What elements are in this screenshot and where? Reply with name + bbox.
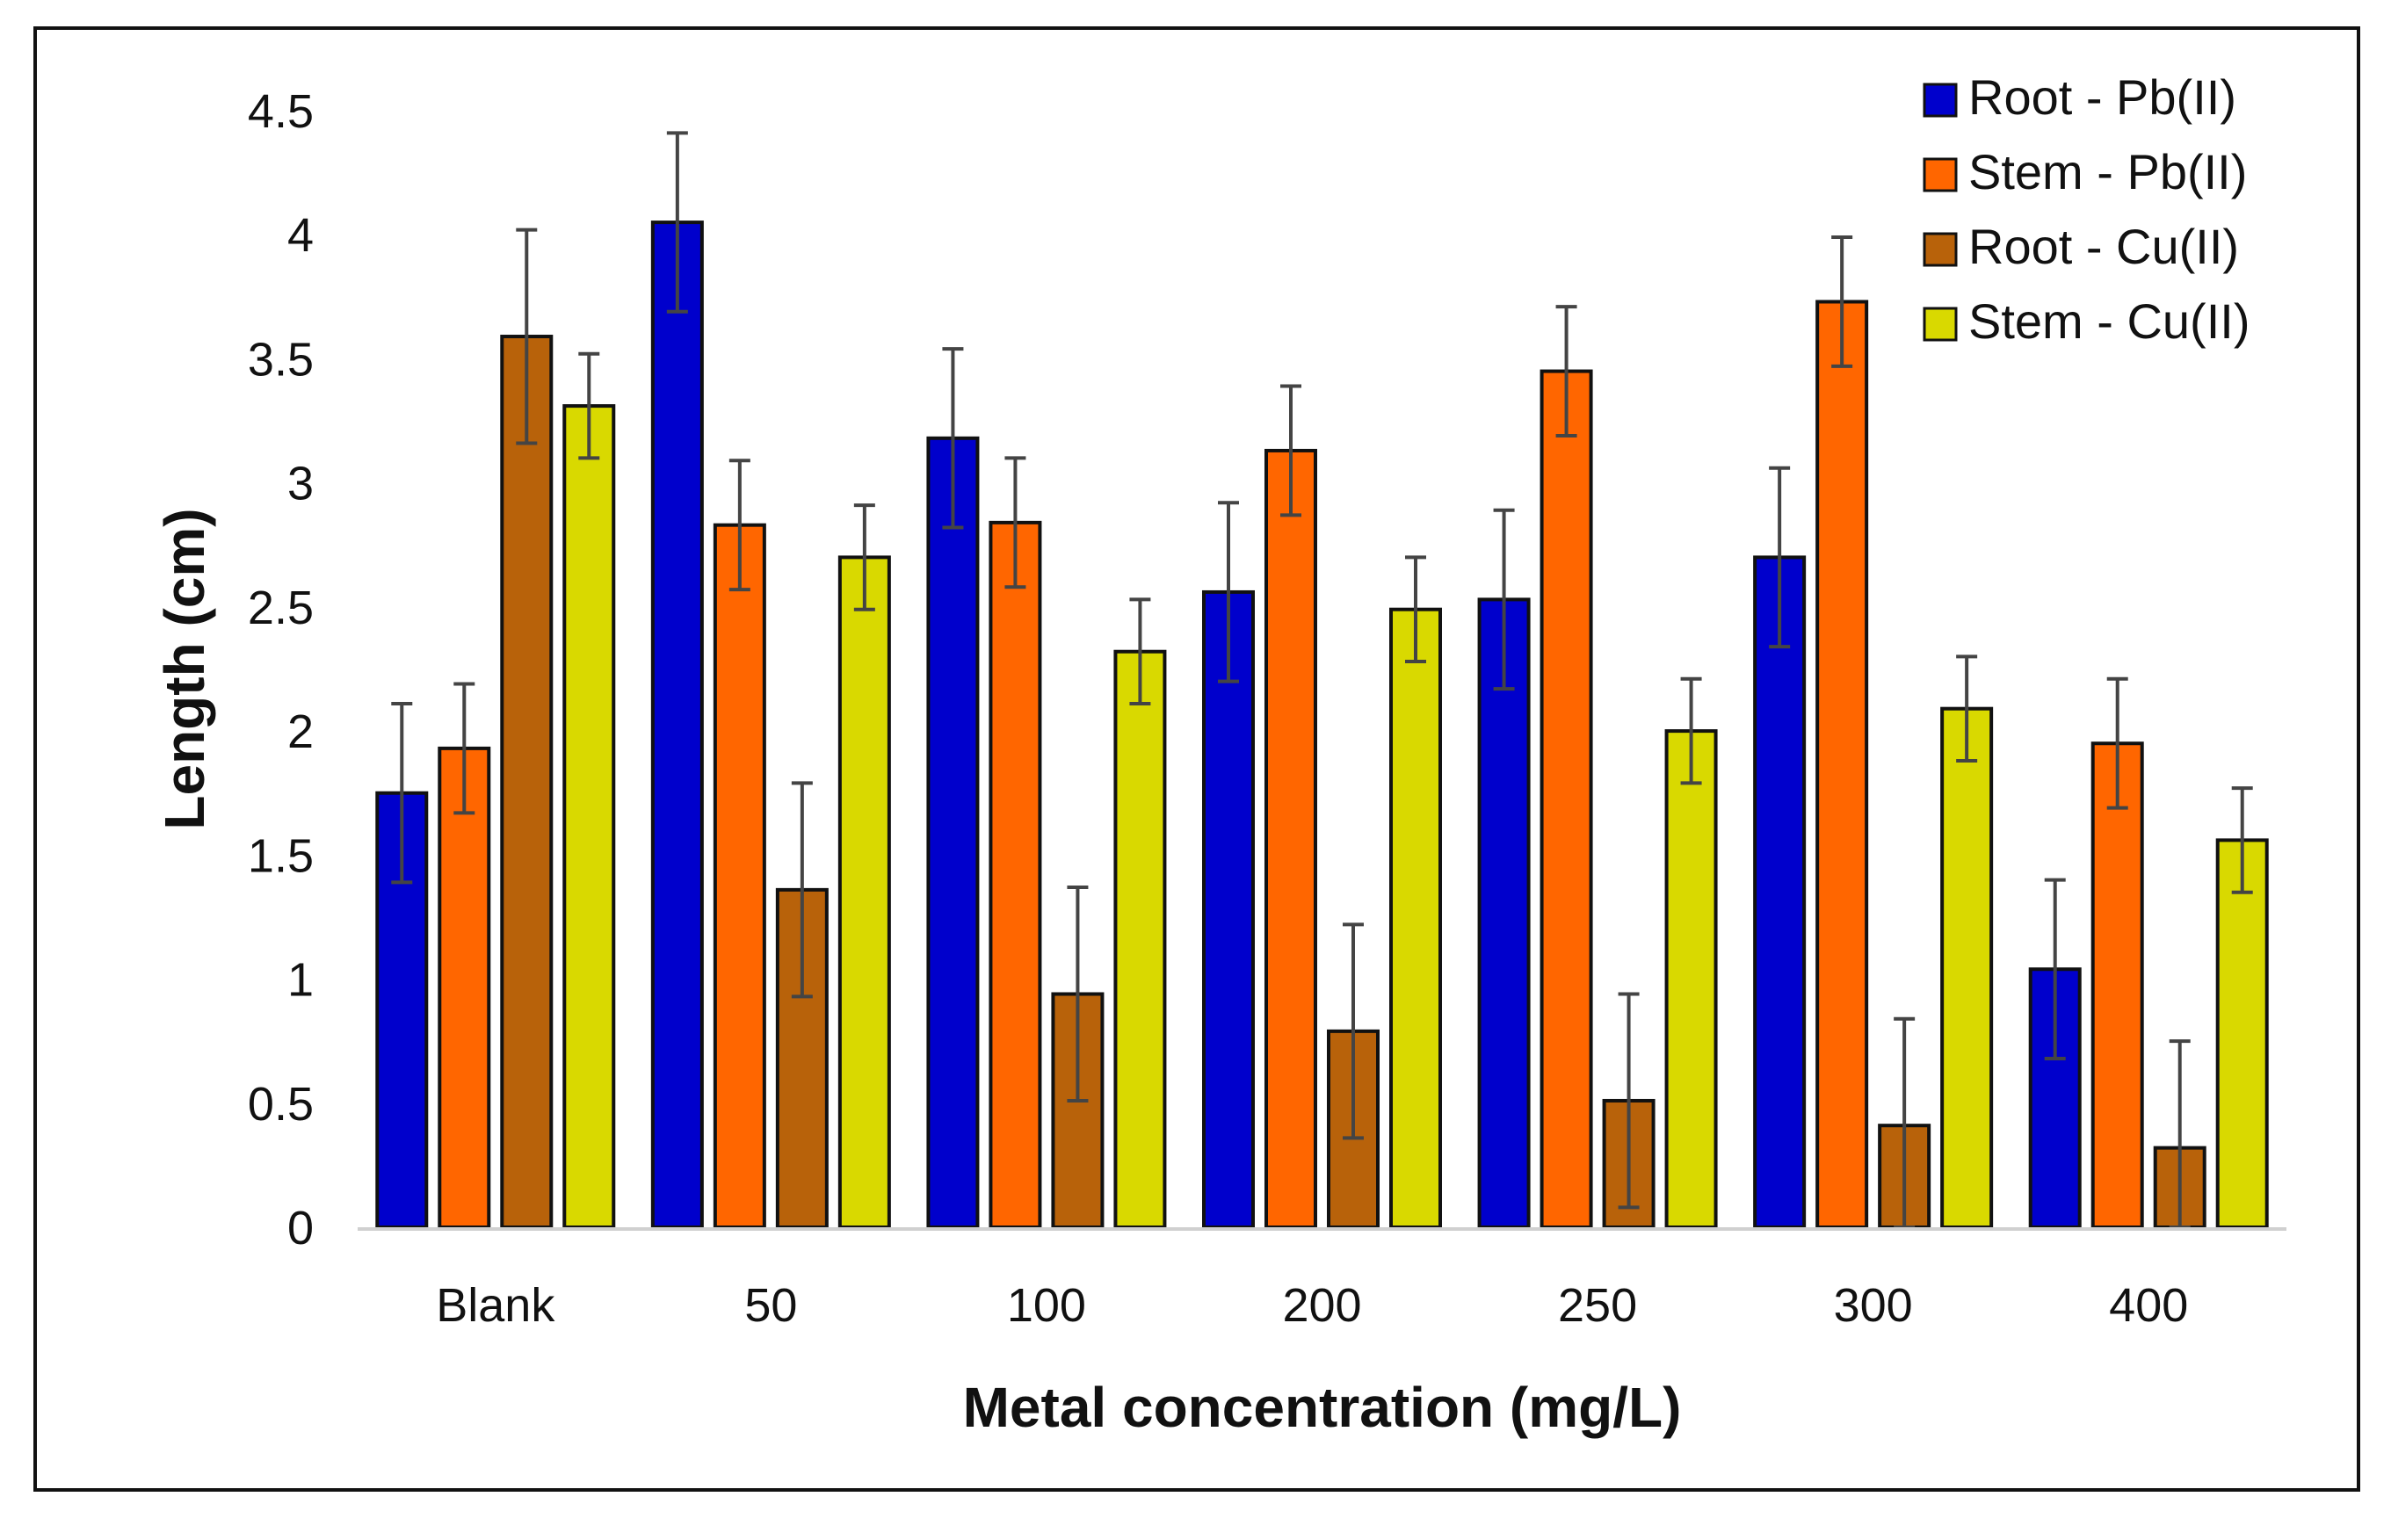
y-tick-label: 1.5 (248, 829, 314, 882)
legend-label: Stem - Pb(II) (1968, 144, 2247, 199)
x-tick-label: 250 (1558, 1279, 1637, 1332)
bar (926, 436, 980, 1229)
bar (1540, 369, 1593, 1230)
y-tick-label: 4 (287, 209, 314, 262)
bar (1815, 300, 1869, 1230)
y-tick-label: 3 (287, 458, 314, 510)
bar-chart: 0 0.5 1 1.5 2 2.5 3 3.5 4 4.5 Blank 50 100 200 250 300… (153, 69, 2286, 1439)
legend-label: Root - Pb(II) (1968, 69, 2236, 125)
y-tick-label: 0.5 (248, 1078, 314, 1131)
y-tick-label: 3.5 (248, 333, 314, 386)
bar (2215, 838, 2269, 1229)
bar (500, 335, 554, 1230)
legend-swatch (1923, 232, 1958, 267)
y-tick-label: 2 (287, 705, 314, 758)
x-tick-label: 300 (1834, 1279, 1913, 1332)
bar (1389, 607, 1442, 1229)
bar (713, 523, 766, 1229)
y-tick-label: 4.5 (248, 85, 314, 138)
legend: Root - Pb(II) Stem - Pb(II) Root - Cu(II) S… (1923, 69, 2250, 349)
bar (562, 404, 616, 1229)
legend-swatch (1923, 157, 1958, 192)
x-tick-label: 100 (1007, 1279, 1086, 1332)
x-tick-label: Blank (436, 1279, 555, 1332)
bar (1264, 448, 1317, 1229)
bar (2090, 741, 2144, 1229)
x-tick-label: 200 (1282, 1279, 1361, 1332)
legend-swatch (1923, 83, 1958, 118)
error-bars-group (391, 131, 2253, 1229)
bar (1113, 649, 1167, 1229)
bars-group (375, 221, 2269, 1230)
bar (1753, 555, 1807, 1229)
legend-label: Stem - Cu(II) (1968, 293, 2250, 349)
legend-swatch (1923, 307, 1958, 342)
y-axis-title: Length (cm) (153, 508, 216, 829)
y-axis-ticks: 0 0.5 1 1.5 2 2.5 3 3.5 4 4.5 (248, 85, 314, 1254)
bar (1202, 589, 1255, 1229)
bar (1664, 729, 1718, 1229)
chart-frame: 0 0.5 1 1.5 2 2.5 3 3.5 4 4.5 Blank 50 100 200 250 300… (33, 26, 2360, 1492)
x-axis-ticks: Blank 50 100 200 250 300 400 (436, 1279, 2188, 1332)
y-tick-label: 1 (287, 954, 314, 1007)
y-tick-label: 2.5 (248, 582, 314, 634)
x-tick-label: 400 (2109, 1279, 2188, 1332)
bar (837, 555, 891, 1229)
y-tick-label: 0 (287, 1202, 314, 1254)
x-tick-label: 50 (744, 1279, 797, 1332)
bar (438, 746, 491, 1229)
bar (989, 520, 1042, 1229)
x-axis-title: Metal concentration (mg/L) (963, 1376, 1682, 1439)
bar (1477, 597, 1531, 1229)
bar (650, 221, 704, 1230)
bar (1940, 706, 1994, 1229)
legend-label: Root - Cu(II) (1968, 219, 2239, 274)
